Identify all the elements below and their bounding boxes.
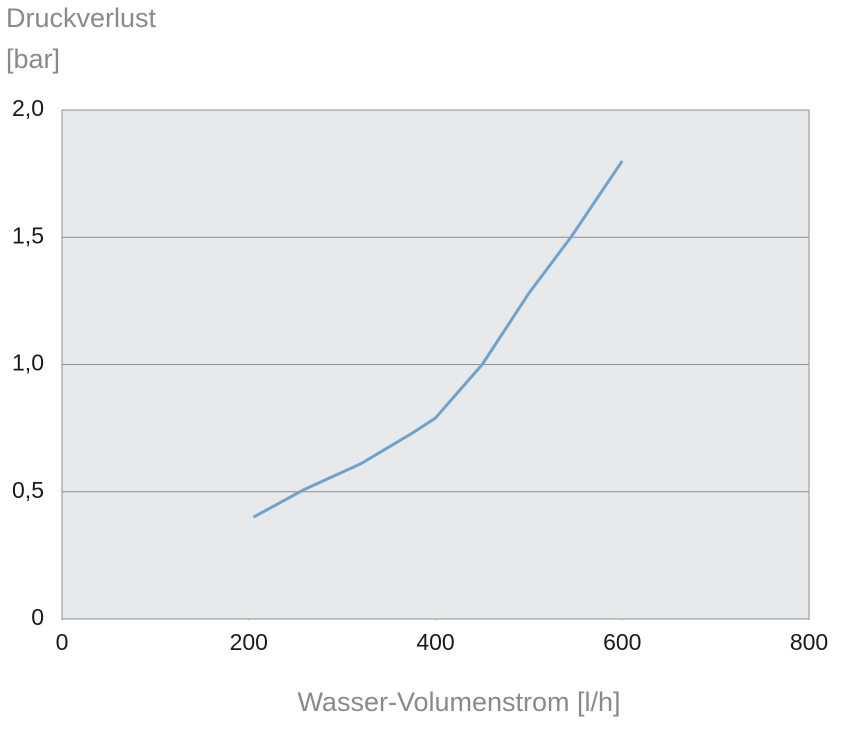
x-tick-label: 600 (603, 629, 641, 655)
y-tick-label: 0,5 (12, 477, 44, 503)
y-axis-title: Druckverlust (6, 3, 157, 33)
x-axis-title: Wasser-Volumenstrom [l/h] (297, 687, 620, 717)
x-tick-label: 800 (790, 629, 828, 655)
x-tick-label: 0 (56, 629, 69, 655)
y-tick-label: 1,5 (12, 222, 44, 248)
y-axis-title: [bar] (6, 44, 60, 74)
y-tick-label: 0 (31, 604, 44, 630)
y-tick-label: 1,0 (12, 350, 44, 376)
y-tick-label: 2,0 (12, 95, 44, 121)
x-tick-label: 200 (230, 629, 268, 655)
data-line (252, 160, 624, 519)
x-tick-label: 400 (416, 629, 454, 655)
